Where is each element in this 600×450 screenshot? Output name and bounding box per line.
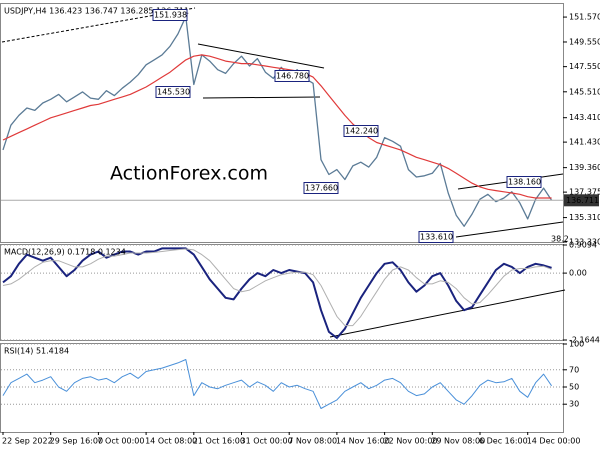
annotation-box [152, 9, 188, 21]
y-tick-label: 139.360 [569, 163, 600, 172]
trendline [1, 7, 196, 43]
watermark: ActionForex.com [110, 163, 268, 185]
annotation: 38.2 [551, 235, 569, 244]
panel-title: RSI(14) 51.4184 [4, 347, 69, 356]
y-tick-label: 70 [569, 365, 579, 374]
annotation: 142.240 [345, 127, 378, 136]
annotation-box [418, 231, 454, 243]
annotation: 138.160 [508, 178, 541, 187]
series-line [2, 248, 552, 327]
macd-panel [0, 244, 564, 341]
x-tick-label: 21 Oct 16:00 [193, 437, 245, 446]
annotation-box [506, 176, 542, 188]
panel-title: MACD(12,26,9) 0.1718 0.1234 [4, 248, 126, 257]
y-tick-label: 50 [569, 383, 579, 392]
x-tick-label: 14 Oct 08:00 [145, 437, 197, 446]
y-tick-label: 137.375 [569, 188, 600, 197]
series-line [2, 247, 552, 339]
y-tick-label: 133.330 [569, 238, 600, 247]
trendline [455, 221, 564, 238]
x-tick-label: 22 Sep 2022 [2, 437, 53, 446]
annotation: 137.660 [305, 184, 338, 193]
x-tick-label: 14 Nov 16:00 [336, 437, 390, 446]
y-tick-label: 100 [569, 340, 584, 349]
x-tick-label: 22 Nov 00:00 [384, 437, 438, 446]
y-tick-label: 143.410 [569, 113, 600, 122]
x-tick-label: 6 Dec 16:00 [479, 437, 528, 446]
annotation-box [155, 86, 191, 98]
series-line [2, 359, 553, 409]
y-tick-label: 151.570 [569, 13, 600, 22]
x-tick-label: 7 Oct 00:00 [97, 437, 144, 446]
y-tick-label: 149.550 [569, 37, 600, 46]
annotation: 151.938 [154, 11, 187, 20]
y-tick-label: 0.00 [569, 269, 587, 278]
series-line [2, 54, 552, 199]
annotation: 145.530 [157, 88, 190, 97]
y-tick-label: 145.510 [569, 87, 600, 96]
y-tick-label: 141.430 [569, 138, 600, 147]
annotation-box [303, 182, 339, 194]
y-tick-label: 147.550 [569, 62, 600, 71]
annotation: 146.780 [276, 72, 309, 81]
y-tick-label: 0.9094 [569, 241, 597, 250]
trendline [202, 96, 321, 99]
panel-title: USDJPY,H4 136.423 136.747 136.285 136.71… [4, 7, 189, 16]
y-tick-label: 135.310 [569, 213, 600, 222]
price-panel [0, 3, 564, 243]
annotation-box [343, 125, 379, 137]
x-tick-label: 14 Dec 00:00 [527, 437, 581, 446]
annotation-box [274, 70, 310, 82]
y-tick-label: -2.1644 [569, 336, 600, 345]
x-tick-label: 29 Sep 16:00 [50, 437, 103, 446]
rsi-panel [0, 343, 564, 433]
trendline [329, 289, 566, 338]
y-tick-label: 30 [569, 400, 579, 409]
x-tick-label: 29 Nov 08:00 [431, 437, 485, 446]
x-tick-label: 7 Nov 08:00 [288, 437, 337, 446]
trendline [197, 43, 325, 69]
x-tick-label: 31 Oct 00:00 [241, 437, 293, 446]
annotation: 133.610 [420, 233, 453, 242]
price-box [564, 194, 599, 207]
price-label: 136.711 [566, 196, 599, 205]
